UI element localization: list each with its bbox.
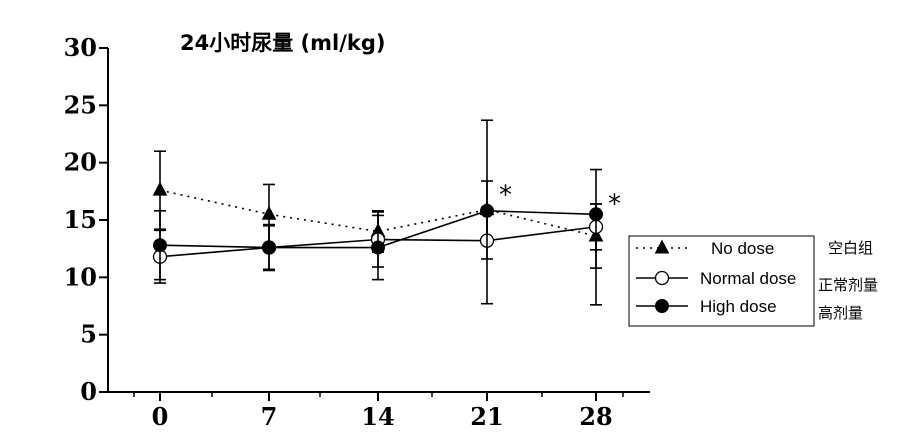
data-point	[261, 205, 277, 220]
y-tick-label: 0	[80, 377, 97, 406]
data-point	[152, 181, 168, 196]
legend-label-cn: 空白组	[828, 239, 873, 257]
legend-marker	[654, 239, 670, 254]
y-tick-label: 15	[64, 205, 97, 234]
data-point	[480, 203, 494, 218]
x-axis-ticks: 0 7 14 21 28	[133, 392, 624, 431]
chart-title: 24小时尿量 (ml/kg)	[180, 31, 385, 55]
x-tick-label: 7	[261, 402, 278, 431]
x-tick-label: 0	[152, 402, 169, 431]
significance-marker: *	[499, 180, 512, 210]
y-tick-label: 30	[64, 33, 97, 62]
series-layer	[152, 119, 604, 306]
x-tick-label: 14	[361, 402, 394, 431]
y-tick-label: 10	[64, 262, 97, 291]
series-high-dose	[153, 119, 603, 306]
y-tick-label: 25	[64, 90, 97, 119]
axes	[107, 48, 650, 393]
legend-label: No dose	[711, 239, 774, 258]
x-tick-label: 21	[470, 402, 503, 431]
data-point	[371, 240, 385, 255]
data-point	[262, 240, 276, 255]
legend-label-cn: 正常剂量	[818, 276, 878, 294]
legend-label: Normal dose	[700, 269, 796, 288]
data-point	[589, 207, 603, 222]
legend: No dose 空白组 Normal dose 正常剂量 High dose 高剂量	[628, 235, 878, 327]
significance-marker: *	[608, 190, 621, 220]
legend-label-cn: 高剂量	[818, 304, 863, 322]
y-tick-label: 5	[80, 320, 97, 349]
data-point	[153, 238, 167, 253]
annotations: * *	[499, 180, 621, 219]
legend-label: High dose	[700, 297, 777, 316]
x-tick-label: 28	[579, 402, 612, 431]
y-axis-ticks: 0 5 10 15 20 25 30	[64, 33, 108, 406]
y-tick-label: 20	[64, 148, 97, 177]
legend-marker	[654, 270, 670, 286]
legend-marker	[655, 299, 669, 313]
